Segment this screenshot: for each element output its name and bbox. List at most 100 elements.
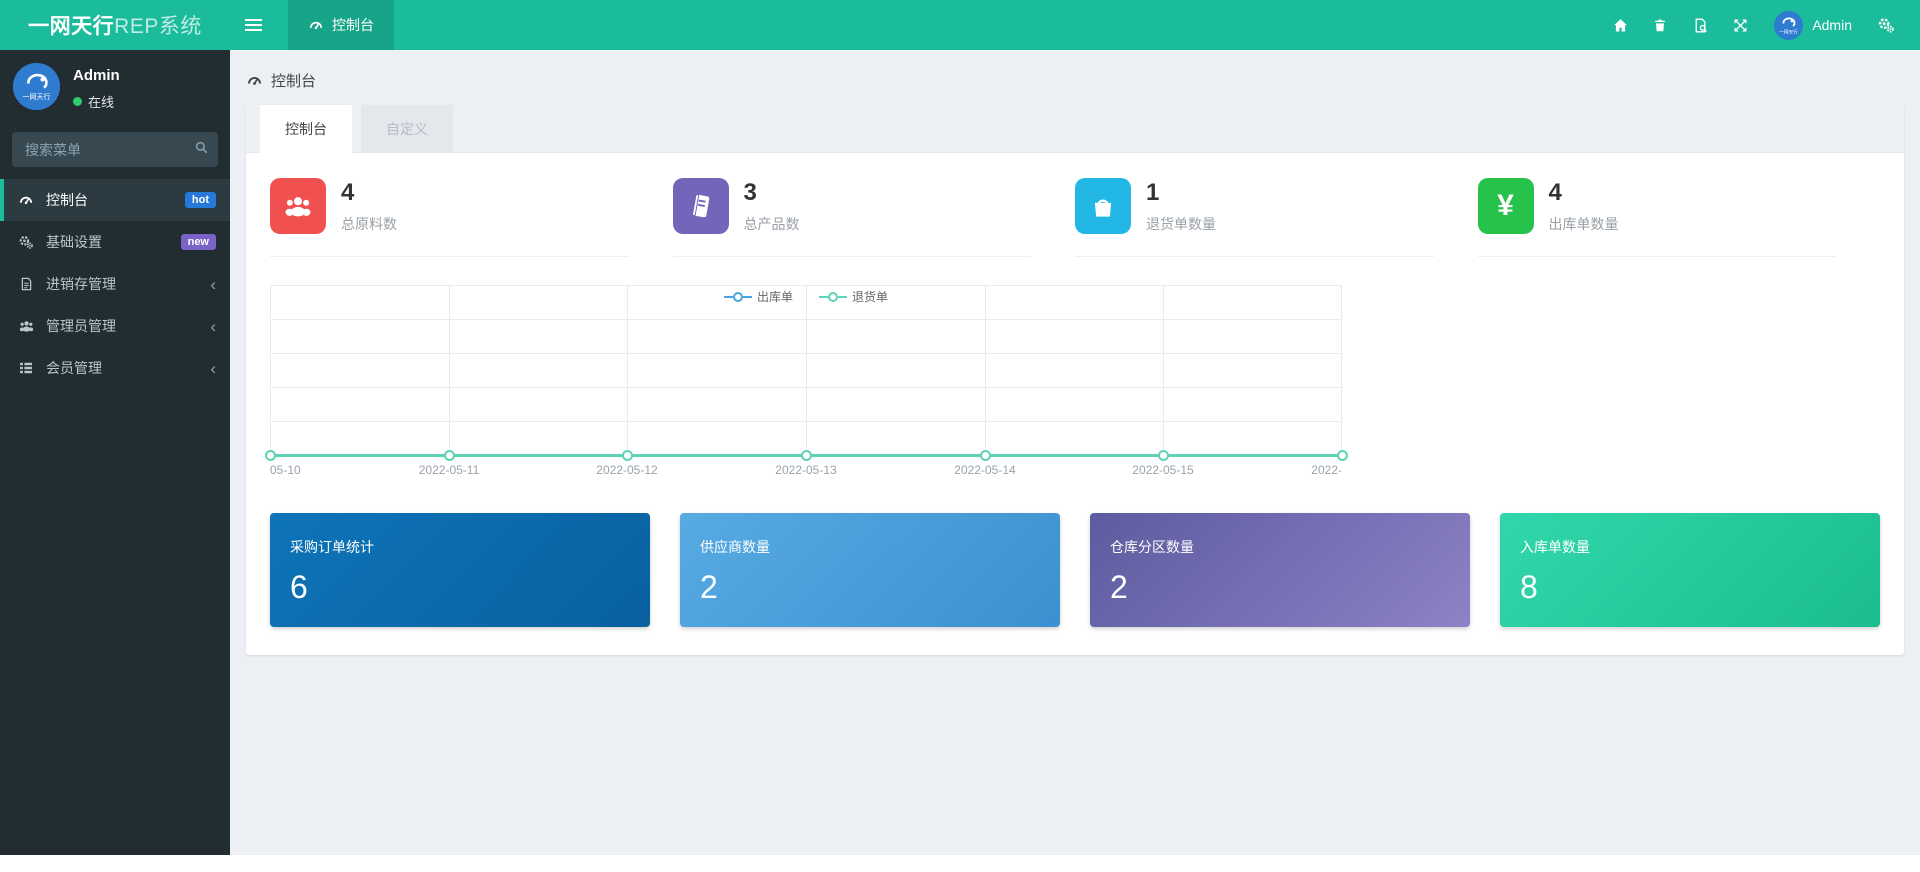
search-icon[interactable] [194,140,209,155]
summary-box-1: 采购订单统计 6 [270,513,650,627]
sidebar-item-label: 会员管理 [46,360,102,376]
book-icon [686,191,716,221]
sidebar-item-dashboard[interactable]: 控制台 hot [0,179,230,221]
trash-button[interactable] [1640,0,1680,50]
sidebar-user-info: Admin 在线 [73,63,120,111]
summary-box-label: 采购订单统计 [290,539,374,555]
avatar: 一网天行 [1774,10,1804,40]
stat-icon-box-1 [672,178,729,234]
gears-icon [1877,16,1895,34]
tab-custom[interactable]: 自定义 [361,105,453,153]
stat-value: 3 [743,179,757,206]
stat-text: 4 出库单数量 [1549,178,1619,234]
sidebar-user-panel: 一网天行 Admin 在线 [0,50,230,123]
top-navbar: 一网天行 REP系统 控制台 一网 [0,0,1920,50]
tab-dashboard[interactable]: 控制台 [260,105,352,153]
brand-light: REP系统 [114,15,202,38]
sidebar-item-label: 基础设置 [46,234,102,250]
svg-text:一网天行: 一网天行 [1780,28,1799,35]
breadcrumb-label: 控制台 [271,73,317,90]
user-menu[interactable]: 一网天行 Admin [1760,0,1866,50]
brand-bold: 一网天行 [28,15,115,38]
sidebar-item-inventory[interactable]: 进销存管理 [0,263,230,305]
expand-arrows-icon [1732,17,1749,34]
chart-x-axis-labels: 05-10 2022-05-11 2022-05-12 2022-05-13 2022-… [270,463,1342,477]
stat-text: 1 退货单数量 [1146,178,1216,234]
line-marker-icon [819,291,847,302]
stats-row: 4 总原料数 3 总产品数 [270,178,1880,257]
navbar-tab-dashboard[interactable]: 控制台 [288,0,394,50]
tab-bar: 控制台 自定义 [246,105,1904,153]
sidebar-item-label: 管理员管理 [46,318,116,334]
brand-logo[interactable]: 一网天行 REP系统 [0,0,230,50]
shopping-bag-icon [1088,191,1118,221]
avatar: 一网天行 [13,63,60,110]
chart-plot-area[interactable] [264,285,1348,461]
summary-box-value: 2 [1110,569,1128,605]
gears-icon [17,234,35,250]
legend-item-returns[interactable]: 退货单 [819,288,888,305]
sidebar-user-name: Admin [73,67,120,84]
stat-icon-box-0 [270,178,326,234]
sidebar-item-label: 控制台 [46,192,88,208]
legend-label: 退货单 [852,290,889,304]
chart-legend: 出库单 退货单 [270,288,1342,305]
users-group-icon [282,191,314,221]
fullscreen-button[interactable] [1720,0,1760,50]
dashboard-panel: 控制台 自定义 4 总原料数 [246,105,1904,655]
stat-value: 1 [1146,179,1160,206]
gauge-icon [246,72,263,89]
stat-return-orders: 1 退货单数量 [1075,178,1434,257]
settings-button[interactable] [1866,0,1906,50]
sidebar-toggle-button[interactable] [230,0,276,50]
stat-label: 出库单数量 [1548,216,1619,232]
chevron-left-icon [210,318,216,335]
hot-badge: hot [184,192,216,208]
stat-icon-box-2 [1075,178,1131,234]
legend-item-outbound[interactable]: 出库单 [723,288,793,305]
legend-label: 出库单 [756,290,793,304]
sidebar-user-status: 在线 [73,92,120,111]
stat-value: 4 [1548,179,1562,206]
summary-box-label: 供应商数量 [700,539,770,555]
hamburger-icon [244,24,262,26]
users-icon [17,318,35,334]
summary-box-label: 仓库分区数量 [1110,539,1194,555]
summary-box-3: 仓库分区数量 2 [1090,513,1470,627]
search-input[interactable] [12,132,218,167]
summary-box-2: 供应商数量 2 [680,513,1060,627]
sidebar-item-admin-management[interactable]: 管理员管理 [0,305,230,347]
sidebar-search [12,132,218,167]
summary-boxes-row: 采购订单统计 6 供应商数量 2 仓库分区数量 2 入库单数量 8 [270,513,1880,627]
sidebar-item-basic-settings[interactable]: 基础设置 new [0,221,230,263]
sidebar: 一网天行 Admin 在线 控制台 hot [0,50,230,855]
home-button[interactable] [1600,0,1640,50]
sidebar-item-label: 进销存管理 [46,276,116,292]
gauge-icon [308,17,324,33]
stat-outbound-orders: ¥ 4 出库单数量 [1477,178,1836,257]
online-status-icon [73,97,82,106]
summary-box-label: 入库单数量 [1520,539,1590,555]
stat-label: 退货单数量 [1146,216,1216,232]
gauge-icon [17,192,35,208]
chevron-left-icon [210,276,216,293]
list-icon [17,360,35,376]
header-actions: 一网天行 Admin [1600,0,1920,50]
navbar-tab-label: 控制台 [332,17,374,33]
clear-cache-button[interactable] [1680,0,1720,50]
svg-text:一网天行: 一网天行 [23,92,51,101]
file-search-icon [1692,17,1709,34]
stat-products: 3 总产品数 [672,178,1031,257]
yuan-icon: ¥ [1497,189,1514,222]
online-status-label: 在线 [88,95,115,110]
stat-value: 4 [341,179,355,206]
trash-icon [1652,17,1668,34]
sidebar-item-member-management[interactable]: 会员管理 [0,347,230,389]
line-marker-icon [723,291,752,302]
stat-text: 4 总原料数 [341,178,397,234]
new-badge: new [180,234,216,250]
file-icon [17,276,35,292]
orders-line-chart[interactable]: 出库单 退货单 05-10 2022-05-11 2022-05-12 2022-05… [264,285,1348,485]
stat-raw-materials: 4 总原料数 [270,178,629,257]
